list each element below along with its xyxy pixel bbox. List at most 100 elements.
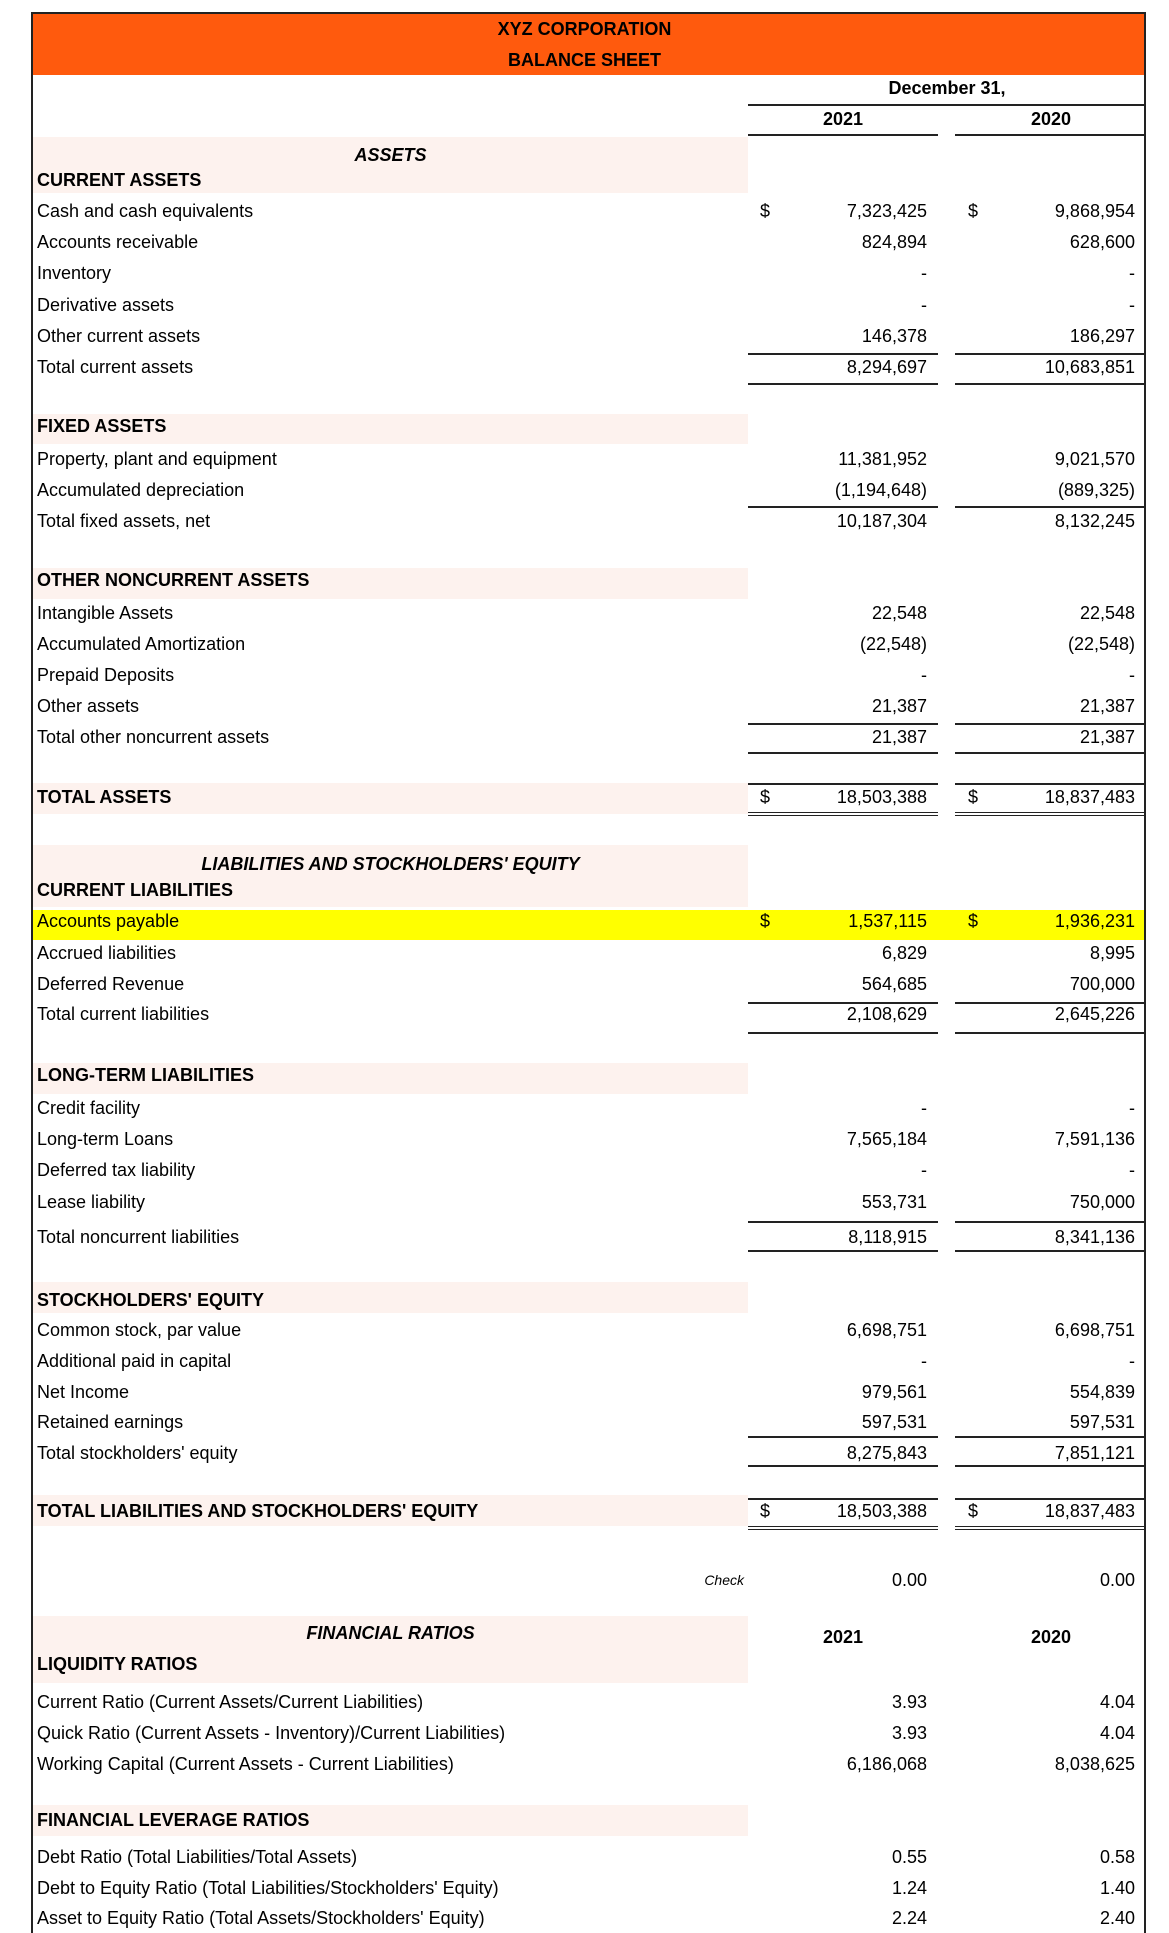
underline bbox=[954, 382, 1147, 385]
section-header: FINANCIAL LEVERAGE RATIOS bbox=[0, 1807, 1169, 1833]
row-label: Total other noncurrent assets bbox=[37, 727, 270, 748]
table-row: Working Capital (Current Assets - Curren… bbox=[0, 1751, 1169, 1777]
section-shading bbox=[33, 845, 748, 908]
underline bbox=[748, 1435, 939, 1438]
value-2020: 7,851,121 bbox=[1054, 1443, 1135, 1464]
row-label: Total noncurrent liabilities bbox=[37, 1226, 240, 1247]
table-row: Debt Ratio (Total Liabilities/Total Asse… bbox=[0, 1844, 1169, 1870]
value-2021: 0.55 bbox=[891, 1847, 927, 1868]
sheet-title: BALANCE SHEET bbox=[507, 50, 661, 70]
section-header: LIABILITIES AND STOCKHOLDERS' EQUITY bbox=[0, 851, 1169, 877]
underline bbox=[748, 1220, 939, 1223]
value-2021: 18,503,388 bbox=[836, 1501, 927, 1522]
value-2021: 597,531 bbox=[861, 1411, 927, 1432]
value-2021: 1.24 bbox=[891, 1878, 927, 1899]
value-2021: (1,194,648) bbox=[834, 479, 927, 500]
underline bbox=[748, 723, 939, 726]
row-label: STOCKHOLDERS' EQUITY bbox=[37, 1290, 264, 1311]
value-2020: - bbox=[1129, 1097, 1135, 1118]
row-label: ASSETS bbox=[354, 145, 427, 166]
underline bbox=[748, 1465, 939, 1468]
value-2020: - bbox=[1129, 1351, 1135, 1372]
row-label: Working Capital (Current Assets - Curren… bbox=[37, 1753, 454, 1774]
currency-symbol: $ bbox=[760, 201, 771, 222]
table-row: Total other noncurrent assets 21,387 21,38… bbox=[0, 724, 1169, 750]
value-2020: 0.58 bbox=[1099, 1847, 1135, 1868]
title-banner bbox=[31, 12, 1146, 75]
table-row: Cash and cash equivalents $7,323,425 $9,86… bbox=[0, 198, 1169, 224]
value-2020: - bbox=[1129, 294, 1135, 315]
value-2021: 2.24 bbox=[891, 1907, 927, 1928]
year-2020-header: 2020 bbox=[1030, 109, 1072, 129]
value-2020: 6,698,751 bbox=[1054, 1320, 1135, 1340]
row-label: CURRENT ASSETS bbox=[37, 170, 202, 191]
value-2021: 8,118,915 bbox=[848, 1226, 927, 1247]
section-header: STOCKHOLDERS' EQUITY bbox=[0, 1287, 1169, 1313]
underline bbox=[748, 1497, 939, 1500]
value-2020: (889,325) bbox=[1057, 479, 1135, 500]
row-label: Debt Ratio (Total Liabilities/Total Asse… bbox=[37, 1847, 358, 1868]
table-border bbox=[31, 12, 1146, 1933]
row-label: Deferred Revenue bbox=[37, 974, 185, 995]
ratios-year-2021: 2021 bbox=[822, 1627, 864, 1647]
table-row: Total stockholders' equity 8,275,843 7,851… bbox=[0, 1440, 1169, 1466]
value-2020: 21,387 bbox=[1079, 727, 1135, 748]
section-header: OTHER NONCURRENT ASSETS bbox=[0, 567, 1169, 593]
value-2020: (22,548) bbox=[1067, 633, 1135, 654]
underline bbox=[954, 752, 1147, 754]
section-header: CURRENT ASSETS bbox=[0, 167, 1169, 193]
underline bbox=[954, 1497, 1147, 1500]
double-underline bbox=[954, 1526, 1147, 1531]
value-2021: 21,387 bbox=[871, 696, 927, 717]
company-name: XYZ CORPORATION bbox=[497, 19, 672, 39]
section-shading bbox=[33, 568, 748, 600]
value-2021: 1,537,115 bbox=[848, 911, 927, 932]
table-row: Net Income 979,561 554,839 bbox=[0, 1379, 1169, 1405]
row-label: Long-term Loans bbox=[37, 1128, 174, 1149]
row-label: Deferred tax liability bbox=[37, 1159, 196, 1180]
table-row: Derivative assets - - bbox=[0, 292, 1169, 318]
row-label: FINANCIAL RATIOS bbox=[306, 1623, 475, 1644]
value-2021: 6,186,068 bbox=[846, 1753, 927, 1774]
value-2021: 2,108,629 bbox=[846, 1004, 927, 1025]
value-2020: 750,000 bbox=[1069, 1191, 1135, 1212]
value-2020: 628,600 bbox=[1069, 232, 1135, 253]
underline bbox=[748, 783, 939, 786]
table-row: Accumulated depreciation (1,194,648) (889,… bbox=[0, 477, 1169, 503]
table-row: TOTAL LIABILITIES AND STOCKHOLDERS' EQUI… bbox=[0, 1498, 1169, 1524]
underline bbox=[748, 1250, 939, 1253]
ratios-year-2020: 2020 bbox=[1030, 1627, 1072, 1647]
value-2020: 554,839 bbox=[1069, 1382, 1135, 1403]
row-label: Prepaid Deposits bbox=[37, 664, 175, 685]
row-label: Lease liability bbox=[37, 1191, 146, 1212]
table-row: Check 0.00 0.00 bbox=[0, 1567, 1169, 1593]
currency-symbol: $ bbox=[968, 1501, 979, 1522]
table-row: Total current liabilities 2,108,629 2,645,… bbox=[0, 1001, 1169, 1027]
section-shading bbox=[33, 1615, 748, 1683]
underline bbox=[954, 783, 1147, 786]
value-2020: 10,683,851 bbox=[1044, 356, 1135, 377]
table-row: Deferred Revenue 564,685 700,000 bbox=[0, 971, 1169, 997]
row-label: Check bbox=[704, 1571, 744, 1588]
double-underline bbox=[954, 811, 1147, 816]
table-row: Debt to Equity Ratio (Total Liabilities/… bbox=[0, 1875, 1169, 1901]
currency-symbol: $ bbox=[968, 201, 979, 222]
underline bbox=[954, 353, 1147, 355]
underline bbox=[954, 1220, 1147, 1223]
value-2021: 7,565,184 bbox=[846, 1128, 927, 1149]
table-row: Total noncurrent liabilities 8,118,915 8,3… bbox=[0, 1224, 1169, 1250]
underline bbox=[748, 1031, 939, 1034]
section-header: CURRENT LIABILITIES bbox=[0, 877, 1169, 903]
table-row: Long-term Loans 7,565,184 7,591,136 bbox=[0, 1126, 1169, 1152]
section-shading bbox=[33, 1281, 748, 1313]
row-label: Total current liabilities bbox=[37, 1004, 210, 1025]
row-label: Accumulated depreciation bbox=[37, 479, 245, 500]
row-label: LONG-TERM LIABILITIES bbox=[37, 1065, 254, 1086]
row-label: Other assets bbox=[37, 696, 140, 717]
table-row: Credit facility - - bbox=[0, 1095, 1169, 1121]
value-2021: 824,894 bbox=[861, 232, 927, 253]
row-label: Total stockholders' equity bbox=[37, 1443, 238, 1464]
value-2020: 21,387 bbox=[1079, 696, 1135, 717]
underline bbox=[748, 505, 939, 508]
table-row: Prepaid Deposits - - bbox=[0, 662, 1169, 688]
